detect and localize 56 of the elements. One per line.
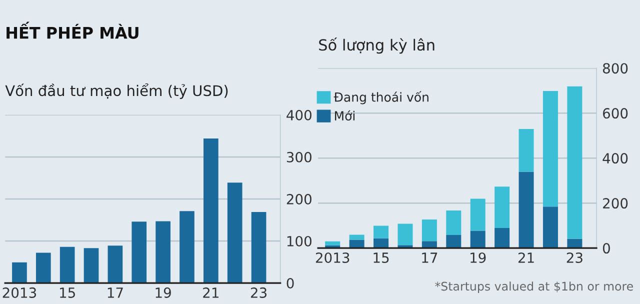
bar xyxy=(204,138,218,284)
x-tick-label: 19 xyxy=(470,252,486,263)
bar xyxy=(84,248,99,284)
bar xyxy=(542,206,558,248)
bar xyxy=(470,198,486,231)
x-tick-label: 21 xyxy=(518,252,534,263)
text: *Startups valued at $1bn or more xyxy=(435,282,633,293)
bar xyxy=(349,240,364,248)
x-tick-label: 23 xyxy=(566,252,582,263)
bar xyxy=(12,262,27,284)
y-tick-label: 300 xyxy=(286,152,312,162)
y-tick-label: 800 xyxy=(602,63,628,74)
y-tick-label: 200 xyxy=(603,198,628,209)
x-tick-label: 17 xyxy=(422,252,438,263)
bar xyxy=(180,211,194,284)
bar xyxy=(36,252,51,284)
bar xyxy=(446,235,462,248)
x-tick-label: 21 xyxy=(203,287,218,298)
chart-subtitle: Vốn đầu tư mạo hiểm (tỷ USD) xyxy=(5,83,228,99)
bar xyxy=(542,91,558,207)
bar xyxy=(446,210,462,236)
legend-label: Mới xyxy=(334,110,354,121)
x-tick-label: 19 xyxy=(156,287,171,298)
bar xyxy=(494,186,510,228)
y-tick-label: 100 xyxy=(287,236,312,246)
x-tick-label: 2013 xyxy=(316,252,350,263)
bar xyxy=(349,234,364,240)
bar xyxy=(422,219,437,242)
bar xyxy=(398,224,413,246)
y-tick-label: 400 xyxy=(286,110,312,120)
legend-label: Đang thoái vốn xyxy=(334,91,428,104)
bar xyxy=(227,182,242,284)
bar xyxy=(132,222,147,284)
bar xyxy=(251,212,266,284)
bar xyxy=(325,241,340,246)
y-tick-label: 600 xyxy=(603,108,628,119)
bar xyxy=(60,246,75,284)
y-tick-label: 200 xyxy=(286,194,312,204)
bar xyxy=(494,228,510,248)
chart-title: HẾT PHÉP MÀU xyxy=(6,22,138,39)
y-tick-label: 0 xyxy=(602,243,610,254)
bar xyxy=(374,226,389,238)
x-tick-label: 17 xyxy=(108,288,123,298)
bar xyxy=(108,246,123,284)
x-tick-label: 15 xyxy=(60,288,75,298)
bar xyxy=(470,230,486,248)
chart-title: Số lượng kỳ lân xyxy=(319,38,434,54)
x-tick-label: 2013 xyxy=(2,287,36,298)
x-tick-label: 23 xyxy=(250,287,267,298)
bar xyxy=(567,86,582,239)
bar xyxy=(518,172,534,248)
y-tick-label: 400 xyxy=(602,153,628,164)
x-tick-label: 15 xyxy=(374,252,389,263)
bar xyxy=(156,221,170,284)
y-tick-label: 0 xyxy=(286,278,294,288)
bar xyxy=(518,129,534,172)
